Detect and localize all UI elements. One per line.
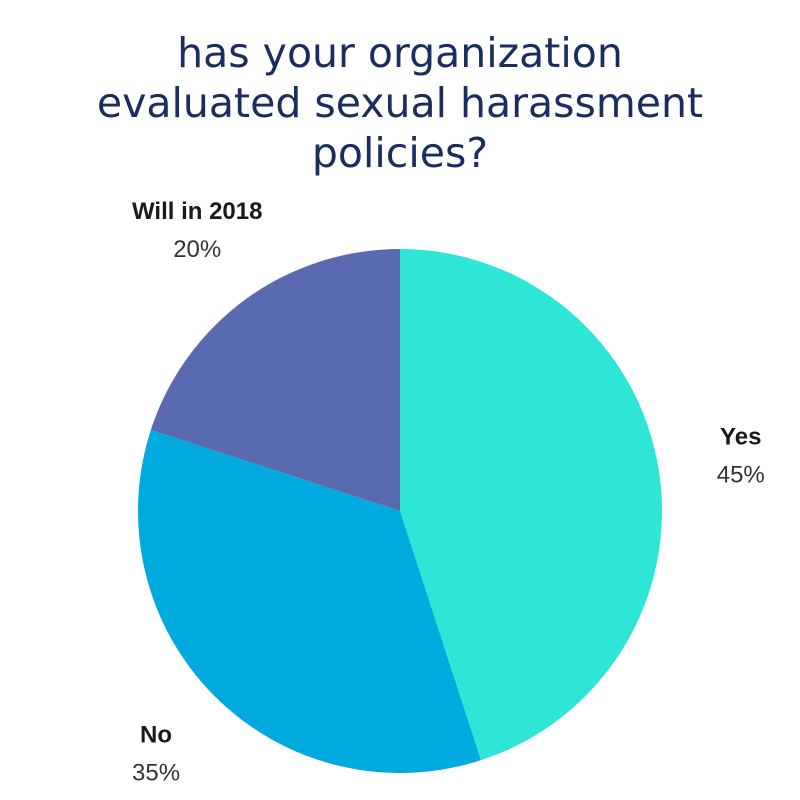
slice-label: Yes: [720, 423, 761, 450]
slice-value-label: 35%: [132, 759, 180, 786]
pie-slice: [400, 249, 662, 761]
pie-slice: [150, 249, 400, 511]
slice-value-label: 20%: [173, 236, 221, 263]
slice-label: Will in 2018: [132, 198, 263, 225]
slice-value-label: 45%: [717, 461, 765, 488]
slice-label: No: [140, 721, 172, 748]
chart-title: has your organization evaluated sexual h…: [96, 29, 704, 177]
pie-slice: [137, 430, 481, 773]
